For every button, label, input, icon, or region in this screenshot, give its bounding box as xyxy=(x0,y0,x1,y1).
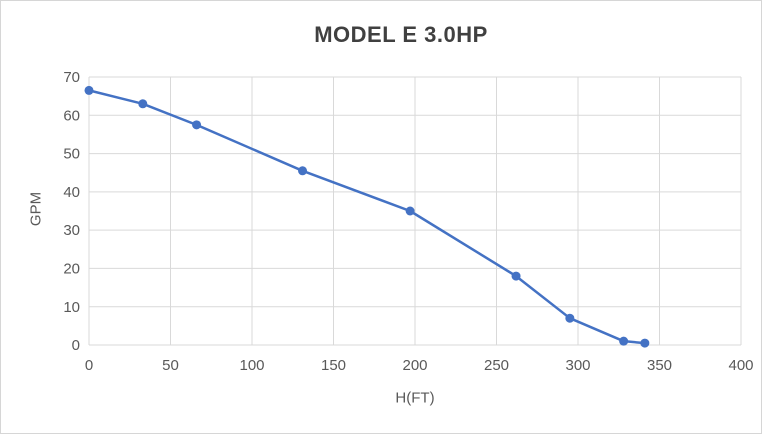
data-point-marker xyxy=(511,271,521,281)
series-line xyxy=(87,89,647,345)
chart-title: MODEL E 3.0HP xyxy=(314,22,488,47)
x-tick-label: 0 xyxy=(85,357,93,374)
y-tick-label: 30 xyxy=(63,222,80,239)
x-tick-label: 400 xyxy=(728,357,753,374)
x-tick-label: 150 xyxy=(321,357,346,374)
x-axis-title: H(FT) xyxy=(395,389,435,407)
data-point-marker xyxy=(84,85,94,95)
data-point-marker xyxy=(565,313,575,323)
data-point-marker xyxy=(405,206,415,216)
x-tick-label: 200 xyxy=(402,357,427,374)
y-tick-label: 60 xyxy=(63,107,80,124)
y-tick-label: 50 xyxy=(63,146,80,163)
x-tick-label: 100 xyxy=(239,357,264,374)
x-tick-label: 250 xyxy=(484,357,509,374)
x-tick-label: 300 xyxy=(565,357,590,374)
y-tick-label: 20 xyxy=(63,261,80,278)
y-tick-label: 0 xyxy=(72,337,80,354)
data-point-marker xyxy=(640,338,650,348)
y-tick-label: 40 xyxy=(63,184,80,201)
x-tick-label: 50 xyxy=(162,357,179,374)
data-point-marker xyxy=(619,336,629,346)
data-point-marker xyxy=(298,166,308,176)
data-point-marker xyxy=(138,99,148,109)
y-tick-label: 10 xyxy=(63,299,80,316)
data-point-marker xyxy=(192,120,202,130)
y-tick-label: 70 xyxy=(63,69,80,86)
x-tick-label: 350 xyxy=(647,357,672,374)
